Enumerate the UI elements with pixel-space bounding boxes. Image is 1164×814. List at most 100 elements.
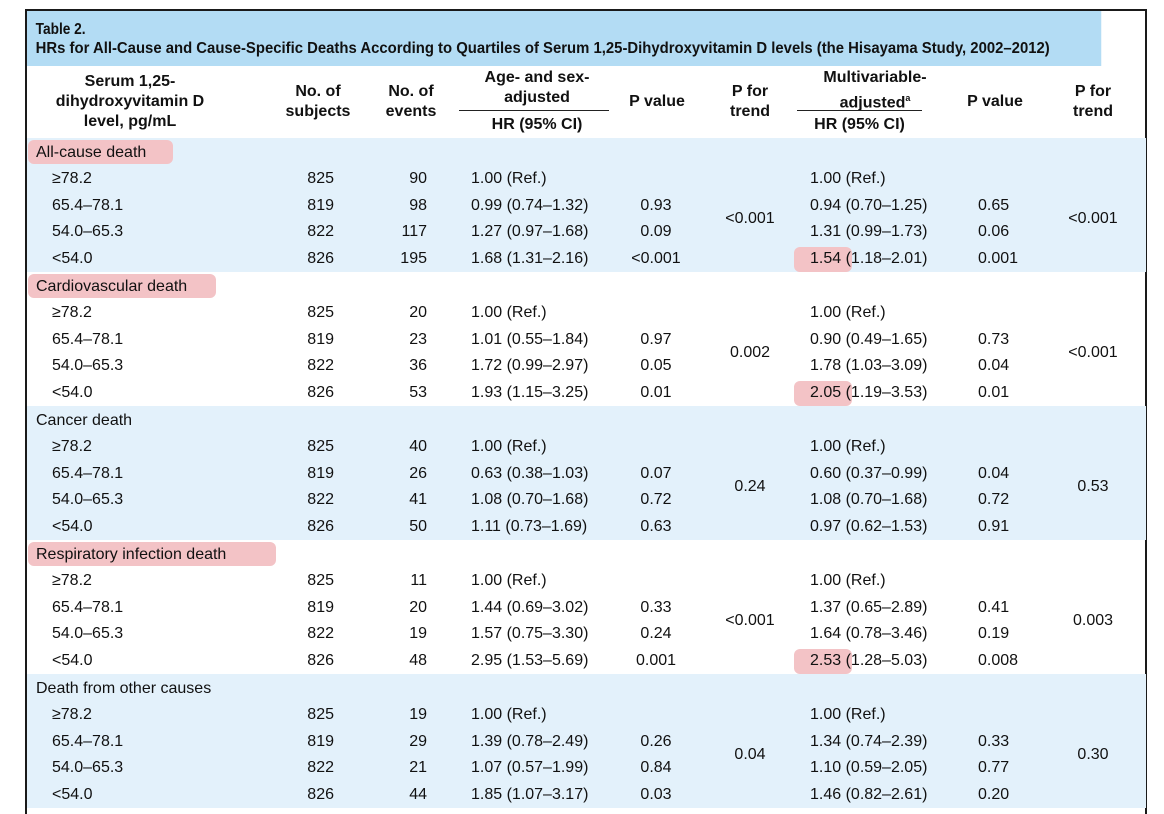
p-value-cell: 0.33 <box>640 598 672 616</box>
header-subjects: No. of subjects <box>285 83 351 120</box>
p-value2-cell: 0.04 <box>978 357 1010 375</box>
hr-age-sex-cell: 1.93 (1.15–3.25) <box>471 384 589 402</box>
subjects-cell: 819 <box>307 196 334 214</box>
hr-multivariable-cell: 1.78 (1.03–3.09) <box>810 357 928 375</box>
subjects-cell: 819 <box>307 598 334 616</box>
hr-age-sex-cell: 0.99 (0.74–1.32) <box>471 196 589 214</box>
events-cell: 195 <box>400 250 427 268</box>
p-value2-cell: 0.19 <box>978 625 1010 643</box>
p-value-cell: 0.01 <box>640 384 672 402</box>
header-rule <box>459 110 609 111</box>
hr-multivariable-cell: 1.64 (0.78–3.46) <box>810 625 928 643</box>
p-value-cell: 0.09 <box>640 223 672 241</box>
header-age-sex: Age- and sex- adjusted <box>484 69 590 106</box>
hr-multivariable-cell: 1.00 (Ref.) <box>810 170 886 187</box>
p-value2-cell: 0.001 <box>978 250 1019 268</box>
label-highlight <box>28 542 277 566</box>
hr-multivariable-cell: 1.37 (0.65–2.89) <box>810 598 928 616</box>
p-value-cell: 0.03 <box>640 786 672 804</box>
label-highlight <box>28 140 173 164</box>
level-cell: <54.0 <box>52 652 93 670</box>
header-hr: HR (95% CI) <box>491 116 583 133</box>
subjects-cell: 825 <box>307 572 334 589</box>
level-cell: 54.0–65.3 <box>52 759 124 777</box>
subjects-cell: 822 <box>307 491 334 509</box>
hr-multivariable-cell: 2.05 (1.19–3.53) <box>810 384 928 402</box>
events-cell: 29 <box>409 732 427 750</box>
hr-age-sex-cell: 1.11 (0.73–1.69) <box>471 518 588 536</box>
p-trend2-cell: 0.30 <box>1077 746 1109 764</box>
level-cell: 54.0–65.3 <box>52 223 124 241</box>
events-cell: 21 <box>409 759 427 777</box>
p-value-cell: 0.93 <box>640 196 672 214</box>
p-value2-cell: 0.41 <box>978 598 1010 616</box>
level-cell: 65.4–78.1 <box>52 732 124 750</box>
events-cell: 53 <box>409 384 427 402</box>
header-p-trend2: P for trend <box>1073 83 1113 120</box>
events-cell: 23 <box>409 330 427 348</box>
subjects-cell: 826 <box>307 786 334 804</box>
p-trend2-cell: <0.001 <box>1068 210 1118 228</box>
section-label: Cardiovascular death <box>36 278 188 295</box>
footnote-marker: a <box>905 93 911 103</box>
hr-age-sex-cell: 1.68 (1.31–2.16) <box>471 250 589 268</box>
hr-multivariable-cell: 0.90 (0.49–1.65) <box>810 330 928 348</box>
level-cell: <54.0 <box>52 384 93 402</box>
hr-highlight <box>794 649 852 675</box>
hr-age-sex-cell: 1.85 (1.07–3.17) <box>471 786 589 804</box>
header-p-value: P value <box>629 93 685 110</box>
p-trend-cell: 0.04 <box>734 746 766 764</box>
hr-multivariable-cell: 2.53 (1.28–5.03) <box>810 652 928 670</box>
level-cell: 65.4–78.1 <box>52 196 124 214</box>
p-value-cell: 0.001 <box>635 652 677 670</box>
level-cell: 65.4–78.1 <box>52 330 124 348</box>
subjects-cell: 826 <box>307 652 334 670</box>
header-multivariable: Multivariable- adjusteda <box>800 68 950 113</box>
hr-highlight <box>794 381 852 407</box>
hr-multivariable-cell: 1.08 (0.70–1.68) <box>810 491 928 509</box>
level-cell: <54.0 <box>52 518 93 536</box>
hr-age-sex-cell: 1.00 (Ref.) <box>471 304 547 321</box>
level-cell: <54.0 <box>52 786 93 804</box>
p-value2-cell: 0.91 <box>978 518 1010 536</box>
section-label: Cancer death <box>36 412 133 429</box>
hr-age-sex-cell: 1.08 (0.70–1.68) <box>471 491 589 509</box>
events-cell: 44 <box>409 786 427 804</box>
level-cell: ≥78.2 <box>52 170 92 187</box>
p-value2-cell: 0.33 <box>978 732 1010 750</box>
hr-age-sex-cell: 1.01 (0.55–1.84) <box>471 330 589 348</box>
hr-multivariable-cell: 1.00 (Ref.) <box>810 572 886 589</box>
hr-age-sex-cell: 0.63 (0.38–1.03) <box>471 464 589 482</box>
p-trend-cell: 0.002 <box>729 344 771 362</box>
p-value2-cell: 0.008 <box>978 652 1019 670</box>
p-value-cell: 0.07 <box>640 464 672 482</box>
hr-multivariable-cell: 1.54 (1.18–2.01) <box>810 250 928 268</box>
p-trend-cell: <0.001 <box>725 210 775 228</box>
p-value-cell: 0.26 <box>640 732 672 750</box>
subjects-cell: 826 <box>307 384 334 402</box>
level-cell: ≥78.2 <box>52 438 92 455</box>
p-trend2-cell: 0.53 <box>1077 478 1109 496</box>
p-value-cell: 0.05 <box>640 357 672 375</box>
hr-age-sex-cell: 2.95 (1.53–5.69) <box>471 652 589 670</box>
level-cell: 54.0–65.3 <box>52 491 124 509</box>
p-trend2-cell: <0.001 <box>1068 344 1118 362</box>
header-p-value2: P value <box>967 93 1023 110</box>
p-value-cell: 0.72 <box>640 491 672 509</box>
p-trend-cell: 0.24 <box>734 478 766 496</box>
subjects-cell: 825 <box>307 304 334 321</box>
level-cell: ≥78.2 <box>52 304 92 321</box>
hr-age-sex-cell: 1.00 (Ref.) <box>471 170 547 187</box>
p-value2-cell: 0.77 <box>978 759 1010 777</box>
level-cell: 65.4–78.1 <box>52 464 124 482</box>
level-cell: <54.0 <box>52 250 93 268</box>
section-label: All-cause death <box>36 144 147 161</box>
hr-age-sex-cell: 1.57 (0.75–3.30) <box>471 625 589 643</box>
p-value2-cell: 0.65 <box>978 196 1010 214</box>
section-death-from-other-causes: Death from other causes ≥78.2 825 19 1.00 (R… <box>27 674 1146 808</box>
section-label: Respiratory infection death <box>36 546 227 563</box>
p-value-cell: 0.24 <box>640 625 672 643</box>
section-respiratory-infection-death: Respiratory infection death ≥78.2 825 11 1.0… <box>27 540 1146 675</box>
p-value2-cell: 0.73 <box>978 330 1010 348</box>
hr-multivariable-cell: 0.97 (0.62–1.53) <box>810 518 928 536</box>
